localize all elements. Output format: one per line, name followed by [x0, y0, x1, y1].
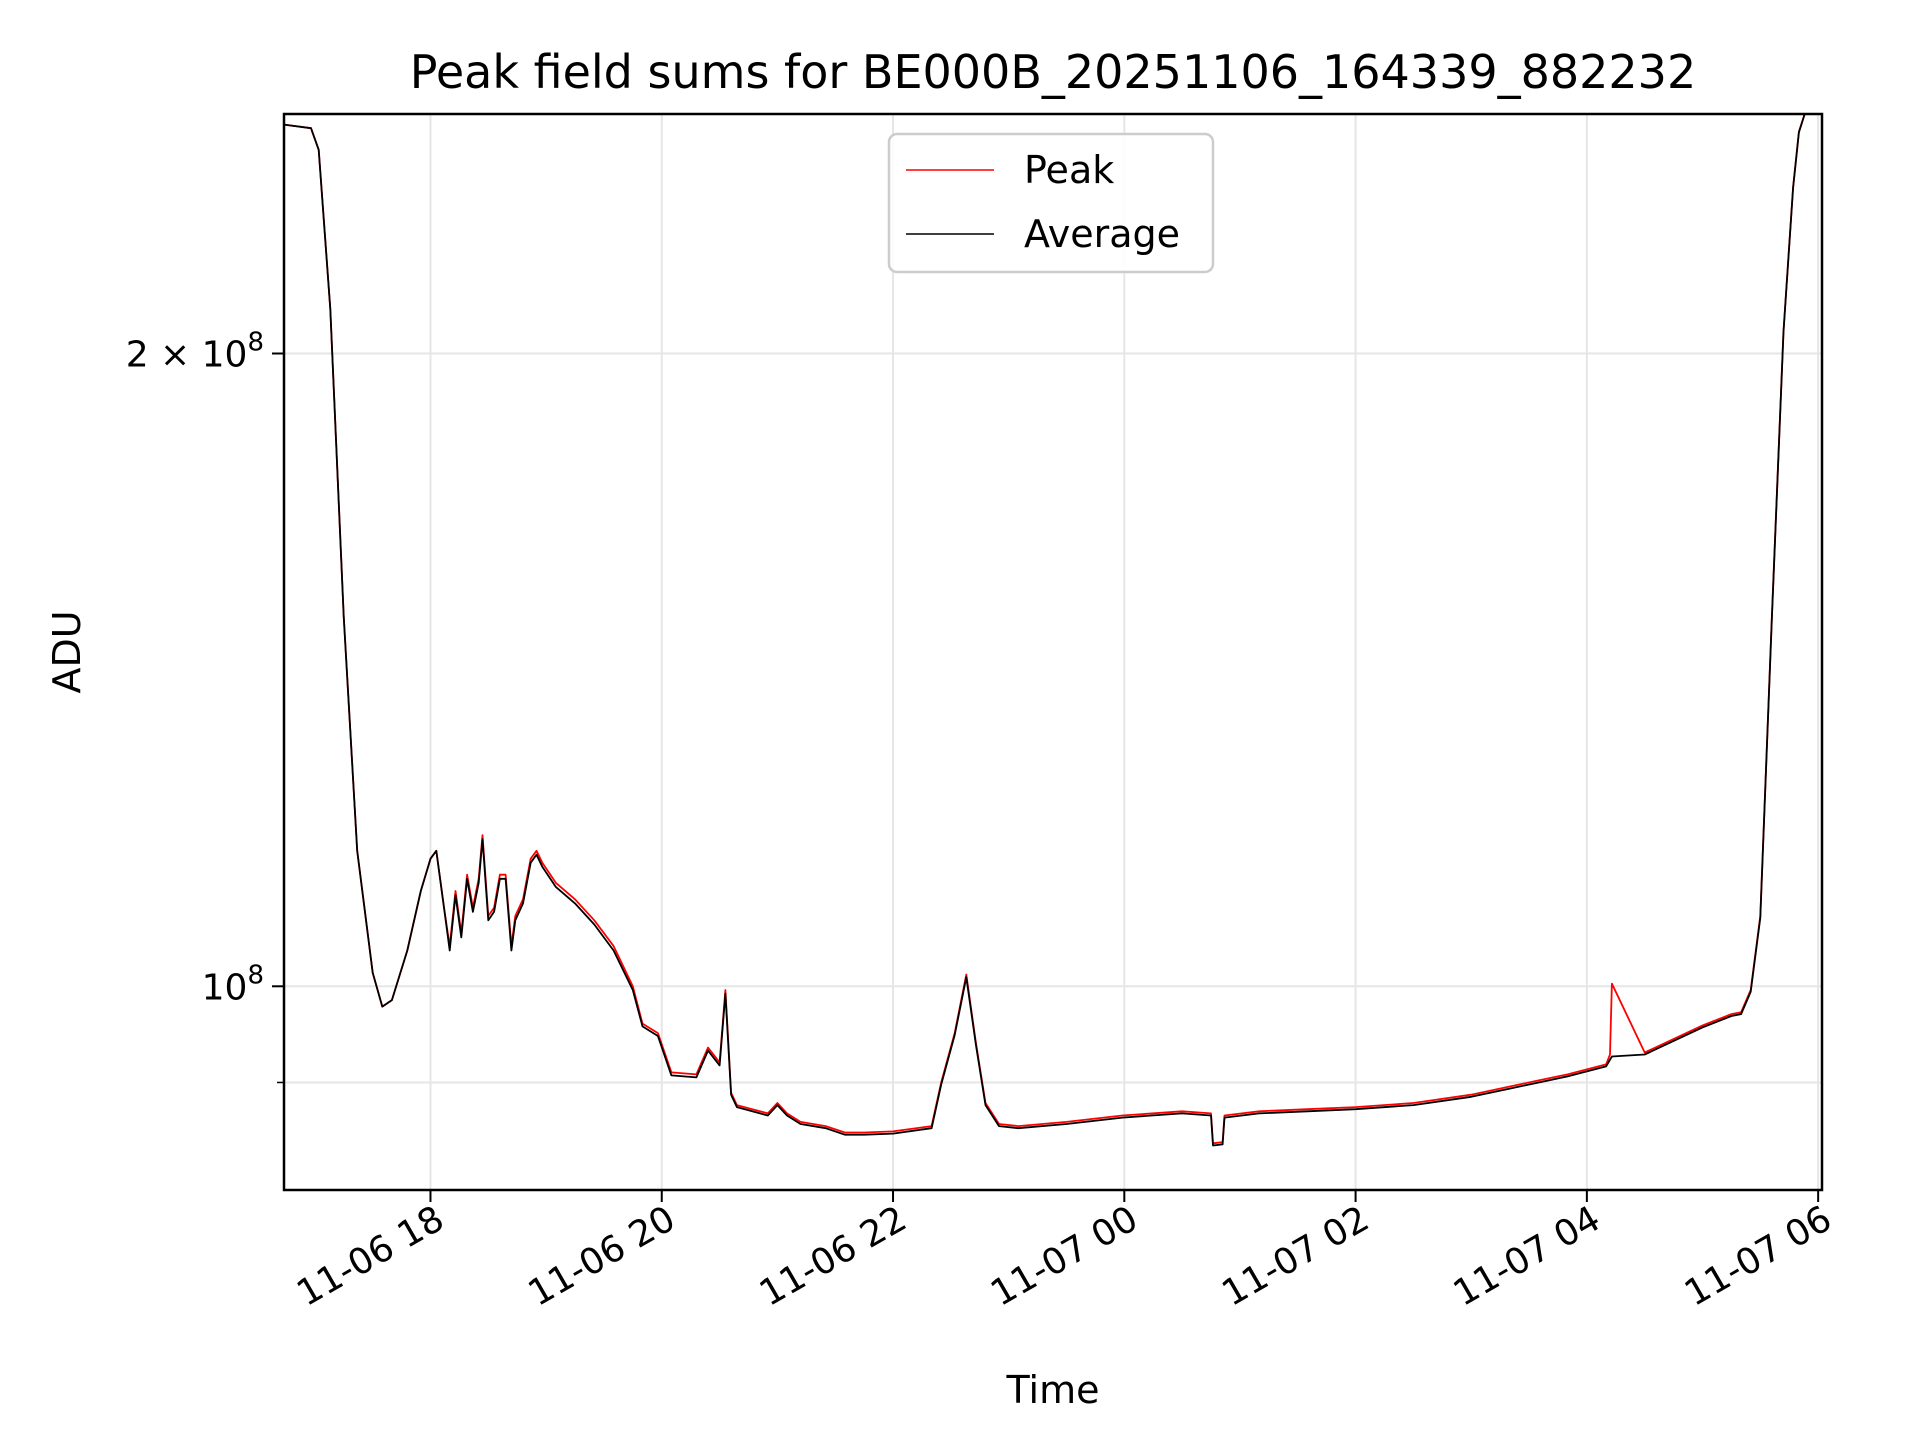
legend: Peak Average: [887, 132, 1215, 274]
legend-box: [887, 132, 1215, 274]
y-tick-label: 2 × 108: [126, 328, 264, 376]
series-line-average: [283, 113, 1806, 1147]
legend-peak-label: Peak: [1024, 148, 1114, 192]
y-tick-label: 108: [202, 960, 264, 1008]
chart-title: Peak field sums for BE000B_20251106_1643…: [410, 45, 1696, 99]
legend-average-label: Average: [1024, 212, 1180, 256]
y-axis-ticks: 2 × 108 108: [126, 328, 284, 1084]
y-axis-label: ADU: [45, 610, 89, 693]
gridlines: [284, 114, 1822, 1190]
series-lines: [283, 113, 1806, 1147]
plot-frame: [282, 112, 1824, 1192]
series-line-peak: [283, 113, 1806, 1145]
x-axis-label: Time: [1006, 1368, 1100, 1412]
